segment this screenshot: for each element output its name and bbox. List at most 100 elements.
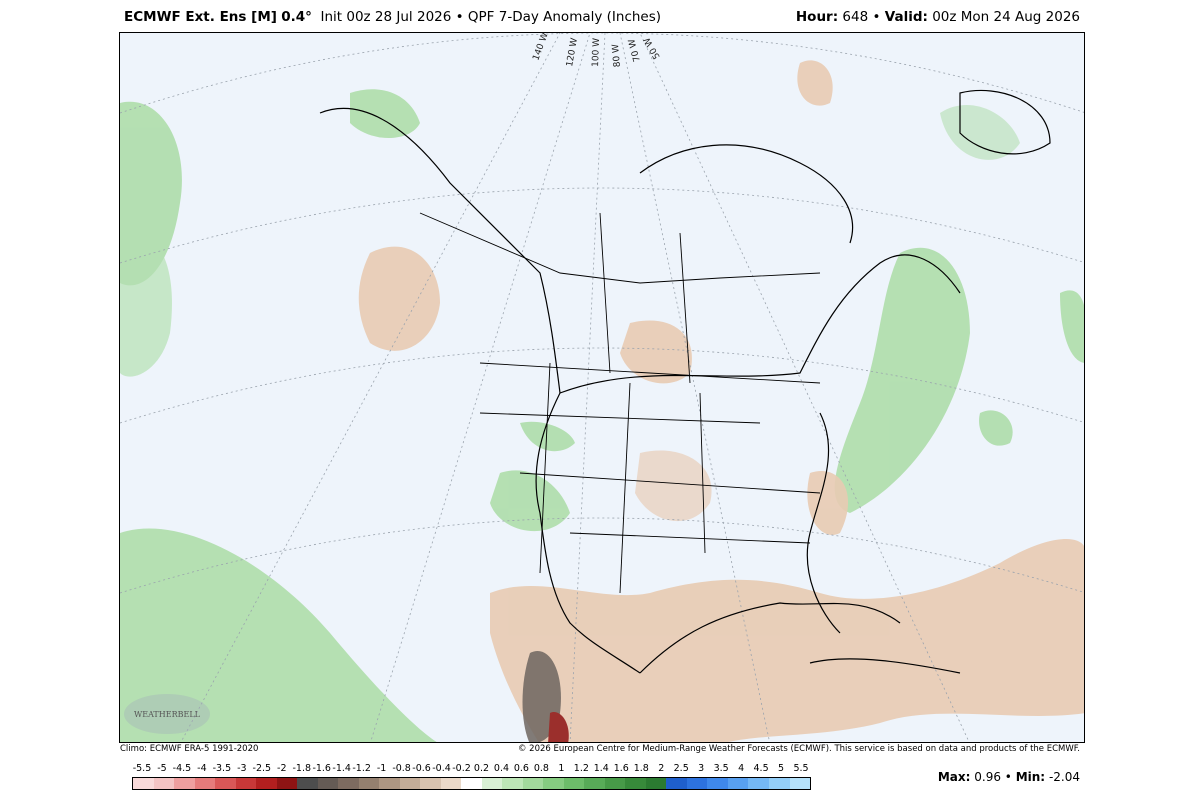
colorbar-swatch bbox=[379, 778, 400, 789]
colorbar-tick-label: -1 bbox=[376, 763, 387, 774]
colorbar-swatch bbox=[522, 778, 544, 789]
bullet: • bbox=[872, 9, 881, 25]
colorbar-tick-label: 3.5 bbox=[713, 763, 729, 774]
valid-value: 00z Mon 24 Aug 2026 bbox=[932, 9, 1080, 25]
lon-label-80w: 80 W bbox=[611, 44, 623, 68]
init-time: Init 00z 28 Jul 2026 bbox=[320, 9, 452, 25]
graticule-lines bbox=[120, 33, 1084, 742]
colorbar-swatch bbox=[276, 778, 298, 789]
colorbar-tick-label: -5 bbox=[157, 763, 167, 774]
model-name: ECMWF Ext. Ens [M] bbox=[124, 9, 277, 25]
colorbar-swatch bbox=[338, 778, 359, 789]
dry-anomaly-areas bbox=[358, 60, 1084, 742]
anomaly-map: 140 W 120 W 100 W 80 W 70 W 50 W bbox=[120, 33, 1084, 742]
colorbar-swatch bbox=[543, 778, 564, 789]
colorbar-tick-label: 0.6 bbox=[513, 763, 529, 774]
colorbar-swatch bbox=[133, 778, 154, 789]
colorbar: -5.5 -5 -4.5 -4 -3.5 -3 -2.5 -2 -1.8 -1.6 -1.4 -1.2… bbox=[132, 763, 811, 790]
colorbar-swatch bbox=[194, 778, 216, 789]
colorbar-swatch bbox=[399, 778, 421, 789]
colorbar-tick-label: -1.4 bbox=[332, 763, 351, 774]
colorbar-tick-label: -0.4 bbox=[432, 763, 451, 774]
colorbar-tick-label: -1.6 bbox=[312, 763, 331, 774]
colorbar-swatch bbox=[727, 778, 749, 789]
colorbar-tick-label: -1.8 bbox=[292, 763, 312, 774]
colorbar-tick-label: 0.2 bbox=[473, 763, 490, 774]
colorbar-swatch bbox=[256, 778, 277, 789]
colorbar-tick-label: 3 bbox=[698, 763, 705, 774]
colorbar-swatch bbox=[748, 778, 769, 789]
hour-value: 648 bbox=[842, 9, 869, 25]
header-title: ECMWF Ext. Ens [M] 0.4° Init 00z 28 Jul … bbox=[124, 9, 661, 25]
colorbar-tick-label: 0.8 bbox=[533, 763, 549, 774]
colorbar-tick-label: 1 bbox=[558, 763, 565, 774]
colorbar-swatch bbox=[707, 778, 728, 789]
map-panel[interactable]: 140 W 120 W 100 W 80 W 70 W 50 W WEATHER… bbox=[119, 32, 1085, 743]
ecmwf-copyright: © 2026 European Centre for Medium-Range … bbox=[517, 744, 1080, 754]
max-label: Max: bbox=[937, 770, 971, 784]
colorbar-swatch bbox=[502, 778, 523, 789]
colorbar-tick-label: 5.5 bbox=[793, 763, 809, 774]
coastlines bbox=[319, 89, 1051, 674]
colorbar-swatch bbox=[420, 778, 441, 789]
colorbar-tick-label: 1.6 bbox=[613, 763, 629, 774]
colorbar-tick-label: 2 bbox=[658, 763, 665, 774]
colorbar-swatch bbox=[563, 778, 585, 789]
colorbar-swatches bbox=[132, 777, 811, 790]
wet-anomaly-areas bbox=[120, 89, 1084, 742]
colorbar-swatch bbox=[625, 778, 646, 789]
min-value: -2.04 bbox=[1048, 770, 1080, 784]
colorbar-swatch bbox=[686, 778, 708, 789]
bullet: • bbox=[455, 9, 464, 25]
lon-label-50w: 50 W bbox=[642, 35, 662, 60]
colorbar-swatch bbox=[215, 778, 236, 789]
colorbar-swatch bbox=[645, 778, 667, 789]
colorbar-tick-label: -1.2 bbox=[352, 763, 371, 774]
colorbar-tick-label: 1.2 bbox=[573, 763, 589, 774]
colorbar-swatch bbox=[297, 778, 318, 789]
colorbar-swatch bbox=[440, 778, 462, 789]
colorbar-swatch bbox=[789, 778, 811, 789]
max-value: 0.96 bbox=[974, 770, 1001, 784]
colorbar-swatch bbox=[461, 778, 482, 789]
header-valid: Hour: 648 • Valid: 00z Mon 24 Aug 2026 bbox=[796, 9, 1080, 25]
colorbar-tick-label: 4.5 bbox=[753, 763, 769, 774]
colorbar-ticks: -5.5 -5 -4.5 -4 -3.5 -3 -2.5 -2 -1.8 -1.6 -1.4 -1.2… bbox=[132, 763, 811, 775]
colorbar-tick-label: -4 bbox=[197, 763, 207, 774]
colorbar-tick-label: -0.6 bbox=[412, 763, 431, 774]
colorbar-tick-label: 0.4 bbox=[493, 763, 510, 774]
lon-label-140w: 140 W bbox=[531, 33, 550, 62]
climo-credit: Climo: ECMWF ERA-5 1991-2020 bbox=[120, 744, 259, 754]
weatherbell-logo: WEATHERBELL bbox=[124, 694, 210, 734]
resolution: 0.4° bbox=[281, 9, 312, 25]
colorbar-tick-label: 4 bbox=[738, 763, 745, 774]
colorbar-tick-label: -3.5 bbox=[212, 763, 232, 774]
colorbar-tick-label: 2.5 bbox=[673, 763, 689, 774]
colorbar-tick-label: -0.2 bbox=[452, 763, 471, 774]
colorbar-swatch bbox=[174, 778, 195, 789]
very-dry-core bbox=[522, 651, 569, 742]
hour-label: Hour: bbox=[795, 9, 839, 25]
colorbar-swatch bbox=[317, 778, 339, 789]
colorbar-swatch bbox=[768, 778, 790, 789]
max-min-stats: Max: 0.96 • Min: -2.04 bbox=[938, 770, 1080, 784]
valid-label: Valid: bbox=[884, 9, 928, 25]
lon-label-70w: 70 W bbox=[627, 38, 643, 63]
min-label: Min: bbox=[1015, 770, 1046, 784]
colorbar-swatch bbox=[584, 778, 605, 789]
colorbar-tick-label: 5 bbox=[778, 763, 785, 774]
colorbar-tick-label: -2 bbox=[277, 763, 287, 774]
colorbar-swatch bbox=[666, 778, 687, 789]
colorbar-tick-label: -2.5 bbox=[252, 763, 272, 774]
colorbar-swatch bbox=[153, 778, 175, 789]
colorbar-tick-label: -3 bbox=[237, 763, 247, 774]
colorbar-tick-label: -5.5 bbox=[132, 763, 152, 774]
colorbar-tick-label: -4.5 bbox=[172, 763, 192, 774]
colorbar-swatch bbox=[235, 778, 257, 789]
lon-label-120w: 120 W bbox=[565, 37, 580, 67]
colorbar-tick-label: 1.4 bbox=[593, 763, 609, 774]
political-borders bbox=[419, 212, 821, 594]
colorbar-swatch bbox=[358, 778, 380, 789]
colorbar-tick-label: 1.8 bbox=[633, 763, 649, 774]
product-name: QPF 7-Day Anomaly (Inches) bbox=[467, 9, 662, 25]
